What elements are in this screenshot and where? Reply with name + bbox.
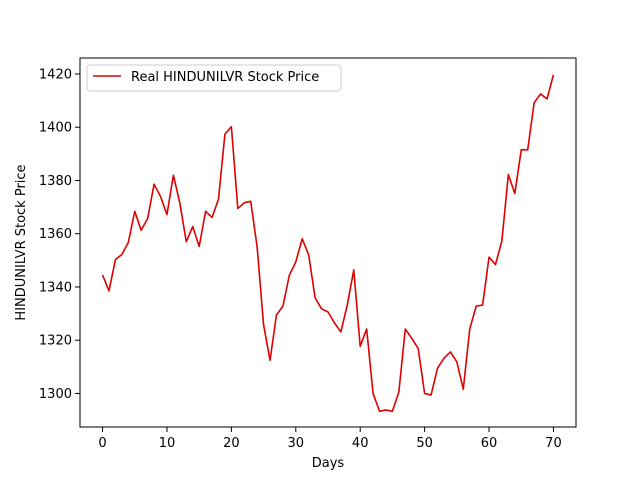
y-tick-label: 1380	[39, 174, 72, 189]
legend: Real HINDUNILVR Stock Price	[86, 64, 342, 92]
plot-frame	[79, 57, 577, 428]
y-tick-label: 1400	[39, 121, 72, 136]
legend-label: Real HINDUNILVR Stock Price	[131, 70, 319, 85]
y-tick-label: 1320	[39, 334, 72, 349]
x-tick-label: 0	[98, 436, 106, 451]
x-tick-label: 20	[223, 436, 240, 451]
y-tick-label: 1420	[39, 67, 72, 82]
x-tick-label: 60	[481, 436, 498, 451]
y-axis-label: HINDUNILVR Stock Price	[14, 164, 29, 320]
x-tick-label: 30	[288, 436, 305, 451]
series-layer	[101, 74, 555, 413]
x-tick-label: 70	[545, 436, 562, 451]
y-tick-label: 1360	[39, 227, 72, 242]
series-line	[101, 74, 555, 413]
x-tick-label: 10	[159, 436, 176, 451]
x-tick-label: 50	[416, 436, 433, 451]
y-tick-label: 1300	[39, 387, 72, 402]
legend-box	[86, 64, 342, 92]
x-tick-label: 40	[352, 436, 369, 451]
y-tick-label: 1340	[39, 280, 72, 295]
x-axis-label: Days	[312, 456, 345, 471]
axis-ticks: 0 10 20 30 40 50 60 70 1300 1320 1340 1360 1380 1400 1…	[39, 67, 562, 451]
